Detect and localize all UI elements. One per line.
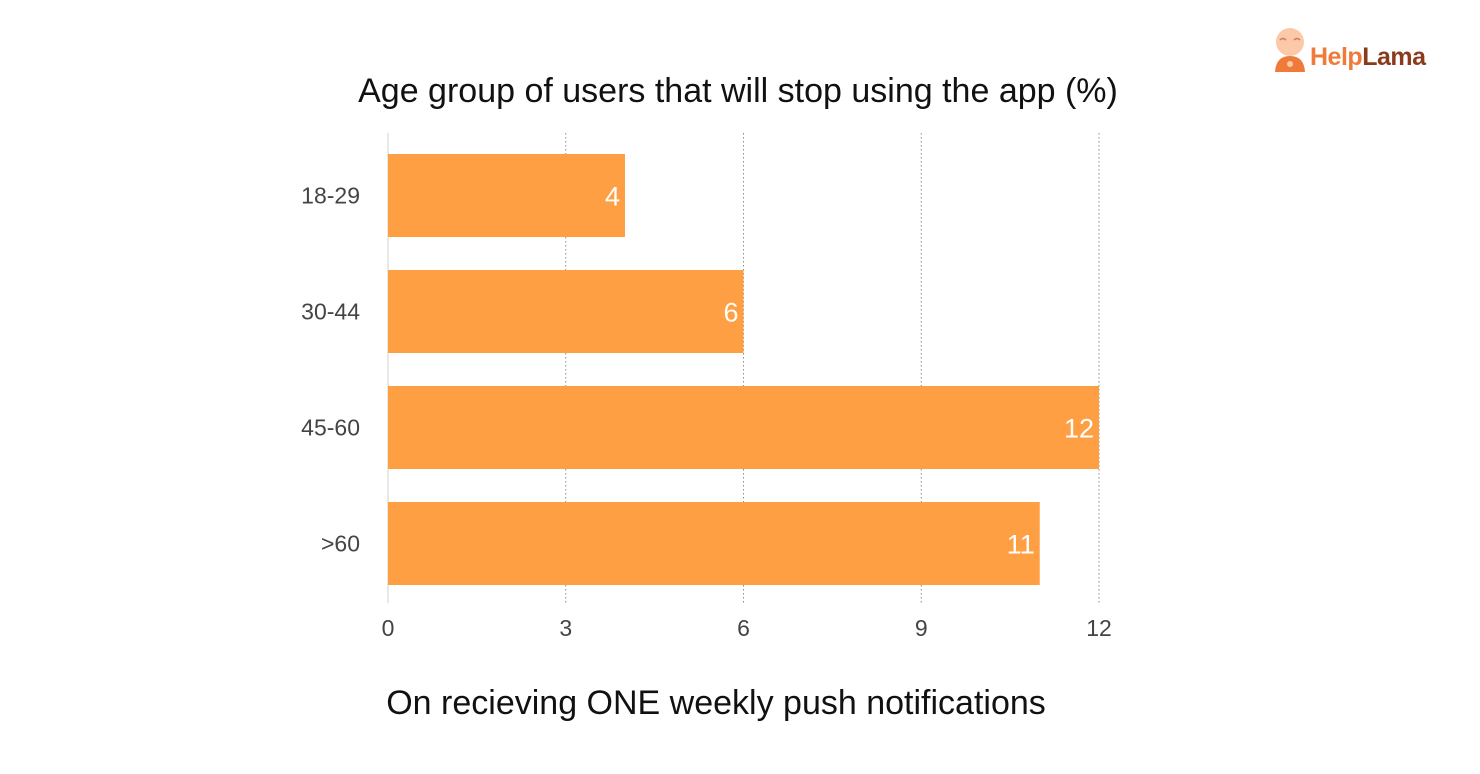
x-tick-label-6: 6: [737, 615, 750, 641]
x-tick-label-12: 12: [1086, 615, 1112, 641]
bars: 4 6 12 11: [388, 154, 1099, 585]
chart-title: Age group of users that will stop using …: [358, 72, 1118, 110]
bar-18-29: [388, 154, 625, 237]
y-tick-label-30-44: 30-44: [301, 299, 360, 325]
x-tick-label-3: 3: [559, 615, 572, 641]
bar-value-label-45-60: 12: [1064, 414, 1094, 444]
bar-value-label-30-44: 6: [723, 298, 738, 328]
x-axis-title: On recieving ONE weekly push notificatio…: [386, 684, 1046, 722]
y-tick-label-18-29: 18-29: [301, 183, 360, 209]
x-axis-tick-labels: 0 3 6 9 12: [382, 615, 1112, 641]
monk-mascot-icon: [1275, 28, 1305, 72]
bar-30-44: [388, 270, 744, 353]
logo-text-help: Help: [1310, 43, 1363, 71]
bar-value-label-60: 11: [1007, 530, 1035, 560]
x-tick-label-9: 9: [915, 615, 928, 641]
helplama-logo: HelpLama: [1272, 26, 1432, 76]
bar-value-label-18-29: 4: [605, 182, 620, 212]
y-tick-label-60: >60: [321, 531, 360, 557]
logo-text-lama: Lama: [1362, 43, 1426, 71]
bar-60: [388, 502, 1040, 585]
x-tick-label-0: 0: [382, 615, 395, 641]
bar-45-60: [388, 386, 1099, 469]
y-axis-tick-labels: 18-29 30-44 45-60 >60: [301, 183, 360, 557]
y-tick-label-45-60: 45-60: [301, 415, 360, 441]
